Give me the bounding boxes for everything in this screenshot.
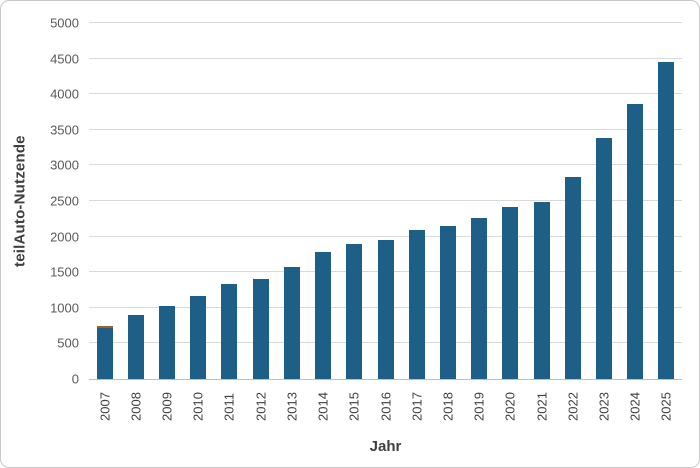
x-tick-label: 2023 [596, 392, 612, 422]
y-axis-title: teilAuto-Nutzende [11, 135, 29, 267]
bar-2025 [658, 62, 675, 379]
y-axis-tick-labels: 0 500 1000 1500 2000 2500 3000 3500 4000 4500 5000 [31, 17, 79, 386]
y-tick-label: 2000 [50, 229, 79, 245]
bar-2014 [315, 251, 332, 379]
y-tick-label: 3000 [50, 157, 79, 173]
x-tick-label: 2021 [534, 392, 550, 422]
x-tick-label: 2024 [627, 392, 643, 422]
x-tick-label: 2012 [253, 392, 269, 422]
x-tick-label: 2016 [378, 392, 393, 422]
bar-2018 [439, 225, 456, 379]
bar-2023 [595, 138, 612, 379]
bar-2013 [283, 266, 300, 379]
y-tick-label: 4500 [50, 51, 79, 67]
bar-2007 [96, 325, 113, 379]
plot-area [89, 22, 682, 380]
x-tick-label: 2009 [159, 392, 175, 422]
x-tick-label: 2018 [440, 392, 456, 422]
x-tick-label: 2011 [221, 393, 237, 421]
bar-2009 [159, 306, 176, 379]
gridline [89, 200, 682, 201]
gridline [89, 57, 682, 59]
x-tick-label: 2014 [315, 392, 331, 422]
x-tick-label: 2020 [502, 392, 518, 422]
gridline [89, 164, 682, 166]
bar-2017 [408, 230, 425, 379]
x-tick-label: 2015 [346, 392, 362, 422]
x-tick-label: 2019 [471, 392, 487, 422]
y-tick-label: 2500 [50, 193, 79, 209]
bar-highlight-cap [96, 325, 113, 328]
y-tick-label: 1000 [50, 300, 79, 316]
x-tick-label: 2022 [565, 392, 581, 422]
x-axis-title: Jahr [369, 438, 402, 455]
gridline [89, 22, 682, 23]
bar-2021 [533, 202, 550, 379]
gridline [89, 93, 682, 95]
bar-2020 [502, 206, 519, 379]
y-tick-label: 5000 [50, 15, 79, 31]
gridline [89, 128, 682, 130]
x-tick-label: 2008 [128, 392, 144, 422]
bar-2015 [346, 244, 363, 379]
bar-2010 [190, 296, 207, 379]
bar-2024 [627, 104, 644, 379]
y-tick-label: 500 [57, 335, 79, 351]
y-tick-label: 4000 [50, 86, 79, 102]
x-axis-tick-labels: 2007 2008 2009 2010 2011 2012 2013 2014 2015 2016… [89, 384, 682, 430]
bar-2011 [221, 284, 238, 379]
x-tick-label: 2017 [409, 392, 425, 422]
bar-2008 [127, 314, 144, 379]
x-tick-label: 2007 [97, 392, 113, 422]
bar-2022 [564, 176, 581, 379]
bar-2016 [377, 240, 394, 379]
x-tick-label: 2010 [190, 392, 206, 422]
x-tick-label: 2025 [658, 392, 674, 422]
bar-2012 [252, 278, 269, 379]
y-tick-label: 0 [71, 371, 79, 387]
x-tick-label: 2013 [284, 392, 300, 422]
y-tick-label: 3500 [50, 122, 79, 138]
bar-2019 [471, 218, 488, 379]
gridline [89, 235, 682, 237]
y-tick-label: 1500 [50, 264, 79, 280]
